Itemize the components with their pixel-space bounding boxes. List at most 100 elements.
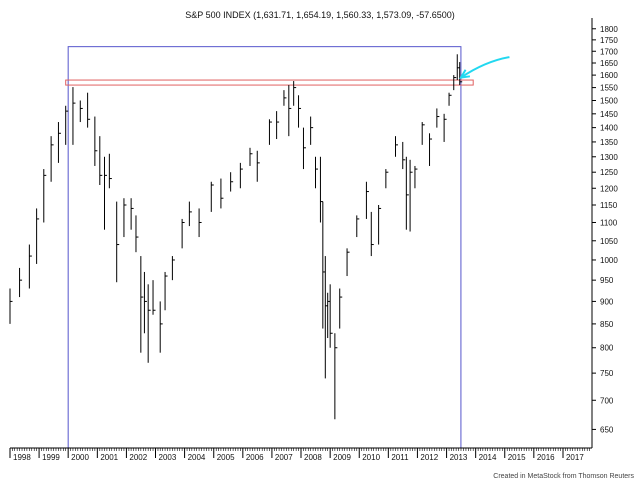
y-tick-label: 1050: [600, 237, 618, 246]
x-tick-label: 2013: [450, 453, 468, 462]
price-bar: [365, 181, 369, 219]
x-tick-label: 2006: [246, 453, 264, 462]
price-bar: [143, 271, 147, 334]
x-tick-label: 2003: [159, 453, 177, 462]
price-bar: [370, 211, 374, 257]
price-bar: [152, 280, 156, 315]
price-bar: [94, 116, 98, 166]
x-tick-label: 2002: [129, 453, 147, 462]
x-tick-label: 2012: [420, 453, 438, 462]
y-tick-label: 1000: [600, 256, 618, 265]
price-bar: [159, 301, 163, 353]
resistance-band-layer: [65, 79, 474, 86]
annotation-box-layer: [67, 46, 462, 449]
x-tick-label: 1999: [42, 453, 60, 462]
price-bar: [210, 181, 214, 212]
y-tick-label: 1350: [600, 138, 618, 147]
y-tick-label: 1650: [600, 59, 618, 68]
price-bar: [288, 85, 292, 137]
x-tick-label: 2009: [333, 453, 351, 462]
y-tick-label: 900: [600, 297, 614, 306]
price-bar: [339, 288, 343, 329]
price-bar: [99, 136, 103, 185]
price-bar: [79, 100, 83, 123]
price-bar: [123, 198, 127, 238]
price-bar: [104, 156, 108, 230]
price-bar: [429, 133, 433, 166]
price-bar: [147, 284, 151, 363]
price-bar: [188, 201, 192, 227]
price-bar: [276, 111, 280, 140]
price-bar: [356, 215, 360, 238]
y-tick-label: 1100: [600, 218, 618, 227]
y-tick-label: 1700: [600, 47, 618, 56]
y-tick-label: 1450: [600, 110, 618, 119]
price-bar: [171, 256, 175, 281]
price-bar: [283, 90, 287, 106]
y-tick-label: 1200: [600, 184, 618, 193]
y-tick-label: 1250: [600, 168, 618, 177]
price-bar: [443, 113, 447, 142]
price-bars-layer: [9, 54, 463, 420]
arrow-head: [459, 69, 471, 79]
y-tick-label: 800: [600, 344, 614, 353]
price-bar: [414, 165, 418, 189]
price-bar: [453, 75, 457, 91]
price-bar: [198, 208, 202, 238]
price-bar: [108, 153, 112, 189]
annotation-box: [67, 46, 462, 449]
price-bar: [36, 208, 40, 264]
x-tick-label: 2004: [188, 453, 206, 462]
arrow-layer: [459, 56, 510, 79]
price-bar: [249, 147, 253, 166]
price-bar: [302, 127, 306, 170]
price-bar: [298, 95, 302, 128]
price-bar: [135, 215, 139, 253]
y-tick-label: 1600: [600, 71, 618, 80]
price-bar: [405, 156, 409, 230]
price-bar: [402, 141, 406, 170]
price-bar: [256, 150, 260, 182]
price-bar: [395, 136, 399, 157]
resistance-band: [65, 79, 474, 86]
price-bar: [448, 92, 452, 106]
y-tick-label: 1750: [600, 36, 618, 45]
price-bar: [315, 156, 319, 189]
price-bar: [130, 198, 134, 230]
y-tick-label: 1500: [600, 96, 618, 105]
price-bar: [239, 162, 243, 189]
x-tick-label: 2017: [566, 453, 584, 462]
x-tick-label: 2008: [304, 453, 322, 462]
x-tick-label: 2010: [362, 453, 380, 462]
price-bar: [9, 288, 13, 324]
x-tick-label: 2005: [217, 453, 235, 462]
price-bar: [378, 204, 382, 245]
x-tick-label: 2000: [71, 453, 89, 462]
price-bar: [310, 116, 314, 145]
y-tick-label: 850: [600, 320, 614, 329]
price-bar: [409, 159, 413, 232]
price-bar: [164, 271, 168, 311]
price-bar: [329, 284, 333, 348]
price-bar: [230, 172, 234, 192]
price-bar: [181, 218, 185, 249]
y-tick-label: 700: [600, 396, 614, 405]
chart-title: S&P 500 INDEX (1,631.71, 1,654.19, 1,560…: [185, 10, 455, 20]
price-bar: [421, 122, 425, 145]
x-tick-label: 2014: [479, 453, 497, 462]
x-tick-label: 2001: [100, 453, 118, 462]
y-tick-label: 1400: [600, 124, 618, 133]
x-tick-label: 1998: [13, 453, 31, 462]
price-bar: [19, 267, 23, 298]
price-bar: [116, 201, 120, 283]
y-tick-label: 650: [600, 425, 614, 434]
price-bar: [293, 81, 297, 106]
price-bar: [459, 62, 463, 86]
y-tick-label: 1550: [600, 84, 618, 93]
x-tick-label: 2015: [508, 453, 526, 462]
credit-text: Created in MetaStock from Thomson Reuter…: [493, 473, 634, 480]
price-bar: [72, 87, 76, 145]
price-bar: [65, 105, 69, 145]
y-tick-label: 750: [600, 369, 614, 378]
